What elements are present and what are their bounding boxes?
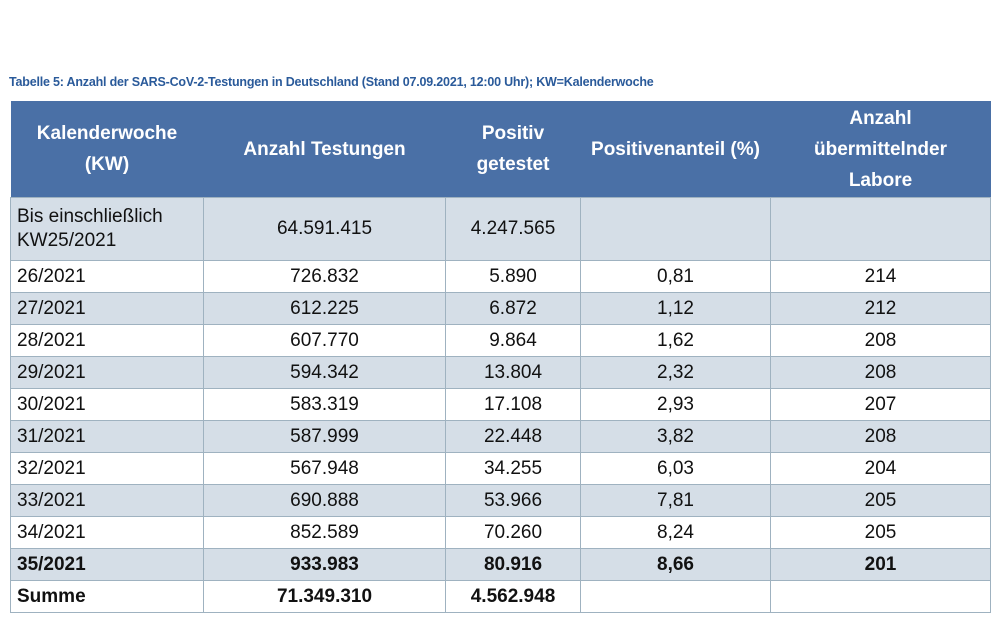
cell-tests: 71.349.310 bbox=[203, 580, 446, 613]
cell-share: 2,93 bbox=[580, 388, 771, 421]
cell-labs bbox=[770, 580, 991, 613]
cell-positive: 80.916 bbox=[445, 548, 581, 581]
cell-positive: 22.448 bbox=[445, 420, 581, 453]
cell-labs: 214 bbox=[770, 260, 991, 293]
table-row: 26/2021 726.832 5.890 0,81 214 bbox=[10, 260, 991, 293]
cell-positive: 70.260 bbox=[445, 516, 581, 549]
cell-share: 3,82 bbox=[580, 420, 771, 453]
cell-tests: 64.591.415 bbox=[203, 197, 446, 261]
header-positivenanteil: Positivenanteil (%) bbox=[580, 101, 771, 198]
cell-share: 8,66 bbox=[580, 548, 771, 581]
cell-labs: 205 bbox=[770, 516, 991, 549]
cell-share: 7,81 bbox=[580, 484, 771, 517]
cell-kw: Bis einschließlich KW25/2021 bbox=[10, 197, 204, 261]
cell-tests: 587.999 bbox=[203, 420, 446, 453]
cell-tests: 726.832 bbox=[203, 260, 446, 293]
cell-positive: 9.864 bbox=[445, 324, 581, 357]
cell-kw: 33/2021 bbox=[10, 484, 204, 517]
cell-tests: 690.888 bbox=[203, 484, 446, 517]
cell-tests: 933.983 bbox=[203, 548, 446, 581]
cell-share: 2,32 bbox=[580, 356, 771, 389]
header-anzahl-testungen: Anzahl Testungen bbox=[203, 101, 446, 198]
cell-share: 1,62 bbox=[580, 324, 771, 357]
cell-labs: 207 bbox=[770, 388, 991, 421]
cell-tests: 583.319 bbox=[203, 388, 446, 421]
table-caption: Tabelle 5: Anzahl der SARS-CoV-2-Testung… bbox=[9, 75, 654, 89]
header-row: Kalenderwoche (KW) Anzahl Testungen Posi… bbox=[10, 101, 991, 198]
cell-kw: 35/2021 bbox=[10, 548, 204, 581]
table-row: 27/2021 612.225 6.872 1,12 212 bbox=[10, 292, 991, 325]
cell-labs: 212 bbox=[770, 292, 991, 325]
cell-kw: 30/2021 bbox=[10, 388, 204, 421]
testing-table: Kalenderwoche (KW) Anzahl Testungen Posi… bbox=[10, 101, 991, 613]
table-row: 28/2021 607.770 9.864 1,62 208 bbox=[10, 324, 991, 357]
cell-kw: 29/2021 bbox=[10, 356, 204, 389]
header-anzahl-labore: Anzahl übermittelnder Labore bbox=[770, 101, 991, 198]
cell-labs: 205 bbox=[770, 484, 991, 517]
cell-positive: 4.562.948 bbox=[445, 580, 581, 613]
cell-positive: 34.255 bbox=[445, 452, 581, 485]
cell-tests: 594.342 bbox=[203, 356, 446, 389]
table-row: Bis einschließlich KW25/2021 64.591.415 4.… bbox=[10, 197, 991, 261]
cell-positive: 6.872 bbox=[445, 292, 581, 325]
cell-positive: 5.890 bbox=[445, 260, 581, 293]
cell-kw: 28/2021 bbox=[10, 324, 204, 357]
cell-share: 1,12 bbox=[580, 292, 771, 325]
cell-kw: Summe bbox=[10, 580, 204, 613]
table-row: 29/2021 594.342 13.804 2,32 208 bbox=[10, 356, 991, 389]
cell-labs: 208 bbox=[770, 420, 991, 453]
cell-positive: 17.108 bbox=[445, 388, 581, 421]
cell-share bbox=[580, 197, 771, 261]
cell-kw: 27/2021 bbox=[10, 292, 204, 325]
cell-tests: 567.948 bbox=[203, 452, 446, 485]
table-row: 35/2021 933.983 80.916 8,66 201 bbox=[10, 548, 991, 581]
cell-kw: 34/2021 bbox=[10, 516, 204, 549]
cell-labs: 208 bbox=[770, 356, 991, 389]
cell-kw: 32/2021 bbox=[10, 452, 204, 485]
cell-positive: 4.247.565 bbox=[445, 197, 581, 261]
cell-tests: 852.589 bbox=[203, 516, 446, 549]
header-kalenderwoche: Kalenderwoche (KW) bbox=[10, 101, 204, 198]
table-row: 34/2021 852.589 70.260 8,24 205 bbox=[10, 516, 991, 549]
cell-tests: 607.770 bbox=[203, 324, 446, 357]
cell-positive: 13.804 bbox=[445, 356, 581, 389]
cell-share bbox=[580, 580, 771, 613]
cell-labs bbox=[770, 197, 991, 261]
cell-share: 6,03 bbox=[580, 452, 771, 485]
table-row: 30/2021 583.319 17.108 2,93 207 bbox=[10, 388, 991, 421]
cell-tests: 612.225 bbox=[203, 292, 446, 325]
cell-labs: 208 bbox=[770, 324, 991, 357]
cell-labs: 204 bbox=[770, 452, 991, 485]
cell-kw: 31/2021 bbox=[10, 420, 204, 453]
cell-labs: 201 bbox=[770, 548, 991, 581]
table-row: 32/2021 567.948 34.255 6,03 204 bbox=[10, 452, 991, 485]
cell-share: 0,81 bbox=[580, 260, 771, 293]
cell-positive: 53.966 bbox=[445, 484, 581, 517]
cell-kw: 26/2021 bbox=[10, 260, 204, 293]
table-row: 33/2021 690.888 53.966 7,81 205 bbox=[10, 484, 991, 517]
table-row: Summe 71.349.310 4.562.948 bbox=[10, 580, 991, 613]
header-positiv-getestet: Positiv getestet bbox=[445, 101, 581, 198]
cell-share: 8,24 bbox=[580, 516, 771, 549]
table-row: 31/2021 587.999 22.448 3,82 208 bbox=[10, 420, 991, 453]
